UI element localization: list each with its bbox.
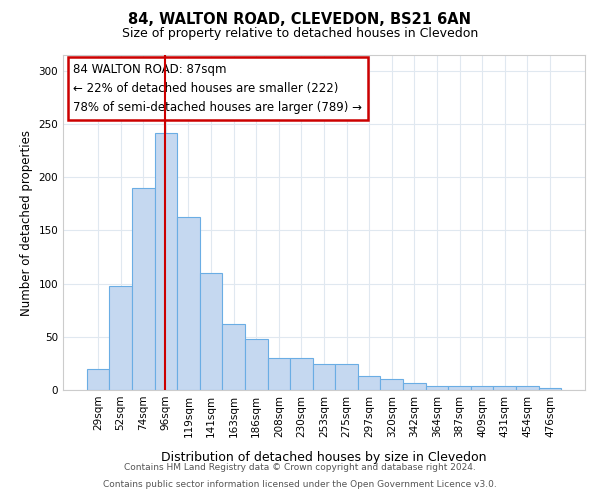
Text: Contains public sector information licensed under the Open Government Licence v3: Contains public sector information licen…: [103, 480, 497, 489]
Bar: [155, 132, 177, 390]
X-axis label: Distribution of detached houses by size in Clevedon: Distribution of detached houses by size …: [161, 451, 487, 464]
Bar: [268, 358, 290, 390]
Bar: [448, 386, 471, 390]
Bar: [132, 188, 155, 390]
Bar: [358, 376, 380, 390]
Bar: [313, 364, 335, 390]
Bar: [177, 216, 200, 390]
Bar: [471, 386, 493, 390]
Bar: [245, 339, 268, 390]
Bar: [493, 386, 516, 390]
Y-axis label: Number of detached properties: Number of detached properties: [20, 130, 33, 316]
Text: 84, WALTON ROAD, CLEVEDON, BS21 6AN: 84, WALTON ROAD, CLEVEDON, BS21 6AN: [128, 12, 472, 28]
Text: Contains HM Land Registry data © Crown copyright and database right 2024.: Contains HM Land Registry data © Crown c…: [124, 464, 476, 472]
Bar: [87, 368, 109, 390]
Bar: [109, 286, 132, 390]
Bar: [223, 324, 245, 390]
Bar: [403, 382, 425, 390]
Text: Size of property relative to detached houses in Clevedon: Size of property relative to detached ho…: [122, 28, 478, 40]
Bar: [425, 386, 448, 390]
Bar: [539, 388, 561, 390]
Bar: [380, 380, 403, 390]
Bar: [335, 364, 358, 390]
Bar: [200, 273, 223, 390]
Text: 84 WALTON ROAD: 87sqm
← 22% of detached houses are smaller (222)
78% of semi-det: 84 WALTON ROAD: 87sqm ← 22% of detached …: [73, 64, 362, 114]
Bar: [290, 358, 313, 390]
Bar: [516, 386, 539, 390]
